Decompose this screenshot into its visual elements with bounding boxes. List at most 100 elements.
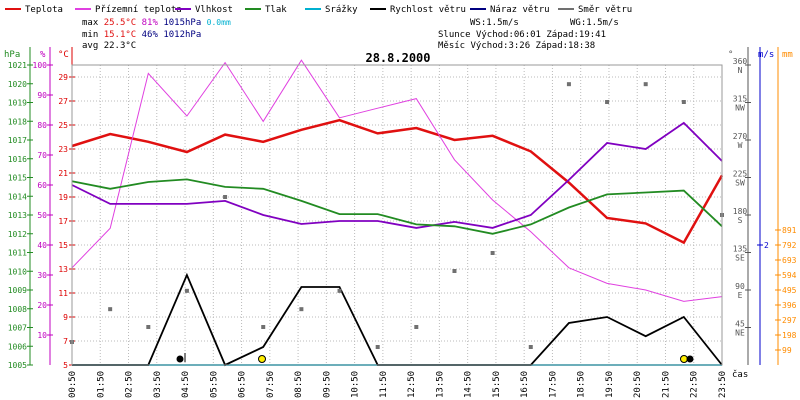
y-tick-label: 1013 — [8, 211, 27, 220]
x-tick-label: 19:50 — [605, 371, 615, 398]
x-tick-label: 09:50 — [322, 371, 332, 398]
y-tick-label: 135 — [733, 245, 748, 254]
y-tick-label: 17 — [58, 217, 68, 226]
stat-humidity: 81% — [142, 18, 159, 28]
compass-label: SE — [735, 254, 745, 263]
y-tick-label: 1017 — [8, 136, 27, 145]
compass-label: N — [738, 66, 743, 75]
moon-marker — [176, 355, 184, 363]
stat-pressure: 1012hPa — [163, 30, 201, 40]
y-tick-label: 50 — [37, 211, 47, 220]
y-tick-label: 792 — [782, 241, 797, 250]
y-tick-label: 1009 — [8, 286, 27, 295]
direction-point — [566, 82, 571, 87]
legend-label: Náraz větru — [490, 5, 550, 15]
y-tick-label: 70 — [37, 151, 47, 160]
stat-label: max — [82, 18, 99, 28]
x-tick-label: 23:50 — [718, 371, 728, 398]
y-tick-label: 1016 — [8, 155, 27, 164]
y-tick-label: 45 — [735, 320, 745, 329]
stat-wg: WG:1.5m/s — [570, 18, 619, 28]
sun-marker — [258, 355, 266, 363]
y-tick-label: 30 — [37, 271, 47, 280]
legend-label: Vlhkost — [195, 5, 233, 15]
x-tick-label: 02:50 — [125, 371, 135, 398]
y-tick-label: 693 — [782, 256, 797, 265]
y-tick-label: 1006 — [8, 342, 27, 351]
axis-unit: ° — [728, 50, 733, 60]
sun-rise: Východ:06:01 — [476, 30, 541, 40]
stat-label: avg — [82, 41, 98, 51]
y-tick-label: 21 — [58, 169, 68, 178]
stat-ws: WS:1.5m/s — [470, 18, 519, 28]
chart-title: 28.8.2000 — [365, 51, 430, 65]
stat-avg: avg 22.3°C — [82, 41, 136, 51]
compass-label: W — [738, 141, 743, 150]
direction-point — [681, 100, 686, 104]
y-tick-label: 100 — [33, 61, 48, 70]
y-tick-label: 1020 — [8, 80, 27, 89]
plot-frame — [71, 64, 723, 366]
axis-unit: °C — [58, 50, 69, 60]
x-tick-label: 22:50 — [690, 371, 700, 398]
series-line — [71, 178, 723, 235]
y-tick-label: 1018 — [8, 117, 27, 126]
legend-label: Srážky — [325, 5, 358, 15]
x-tick-label: 17:50 — [548, 371, 558, 398]
direction-point — [528, 345, 533, 349]
y-tick-label: 1007 — [8, 324, 27, 333]
series-line — [71, 59, 723, 302]
y-tick-label: 99 — [782, 346, 792, 355]
stat-min: min 15.1°C 46% 1012hPa — [82, 30, 201, 40]
y-tick-label: 198 — [782, 331, 797, 340]
y-tick-label: 1014 — [8, 192, 27, 201]
direction-point — [223, 195, 228, 199]
y-tick-label: 40 — [37, 241, 47, 250]
legend-label: Rychlost větru — [390, 5, 466, 15]
legend-label: Přízemní teplota — [95, 5, 182, 15]
y-tick-label: 90 — [37, 91, 47, 100]
legend-label: Teplota — [25, 5, 63, 15]
y-tick-label: 495 — [782, 286, 797, 295]
y-tick-label: 10 — [37, 331, 47, 340]
direction-point — [261, 325, 266, 329]
y-tick-label: 25 — [58, 121, 68, 130]
x-tick-label: 07:50 — [266, 371, 276, 398]
compass-label: SW — [735, 179, 745, 188]
x-tick-label: 05:50 — [209, 371, 219, 398]
grid — [71, 65, 723, 366]
y-tick-label: 19 — [58, 193, 68, 202]
y-tick-label: 297 — [782, 316, 797, 325]
moon: Měsíc Východ:3:26 Západ:18:38 — [438, 41, 595, 51]
x-tick-label: 13:50 — [435, 371, 445, 398]
sun-set: Západ:19:41 — [546, 30, 606, 40]
moon-marker — [686, 355, 694, 363]
y-tick-label: 594 — [782, 271, 797, 280]
series-line — [71, 118, 724, 245]
direction-point — [299, 307, 304, 312]
compass-label: E — [738, 291, 743, 300]
x-tick-label: 16:50 — [520, 371, 530, 398]
y-tick-label: 7 — [63, 337, 68, 346]
axis-unit: % — [40, 50, 46, 60]
x-tick-label: 06:50 — [238, 371, 248, 398]
y-tick-label: 23 — [58, 145, 68, 154]
stats: max 25.5°C 81% 1015hPa 0.0mm min 15.1°C … — [82, 18, 619, 51]
direction-point — [146, 325, 151, 329]
event-markers — [176, 353, 694, 363]
y-tick-label: 180 — [733, 207, 748, 216]
x-tick-label: 08:50 — [294, 371, 304, 398]
x-tick-label: 15:50 — [492, 371, 502, 398]
axis-unit: m/s — [758, 50, 774, 60]
legend-label: Směr větru — [578, 5, 632, 15]
legend-label: Tlak — [265, 5, 287, 15]
direction-point — [184, 288, 189, 293]
y-tick-label: 270 — [733, 132, 748, 141]
y-tick-label: 60 — [37, 181, 47, 190]
y-tick-label: 1010 — [8, 267, 27, 276]
y-tick-label: 1019 — [8, 99, 27, 108]
y-tick-label: 5 — [63, 361, 68, 370]
x-tick-label: 04:50 — [181, 371, 191, 398]
